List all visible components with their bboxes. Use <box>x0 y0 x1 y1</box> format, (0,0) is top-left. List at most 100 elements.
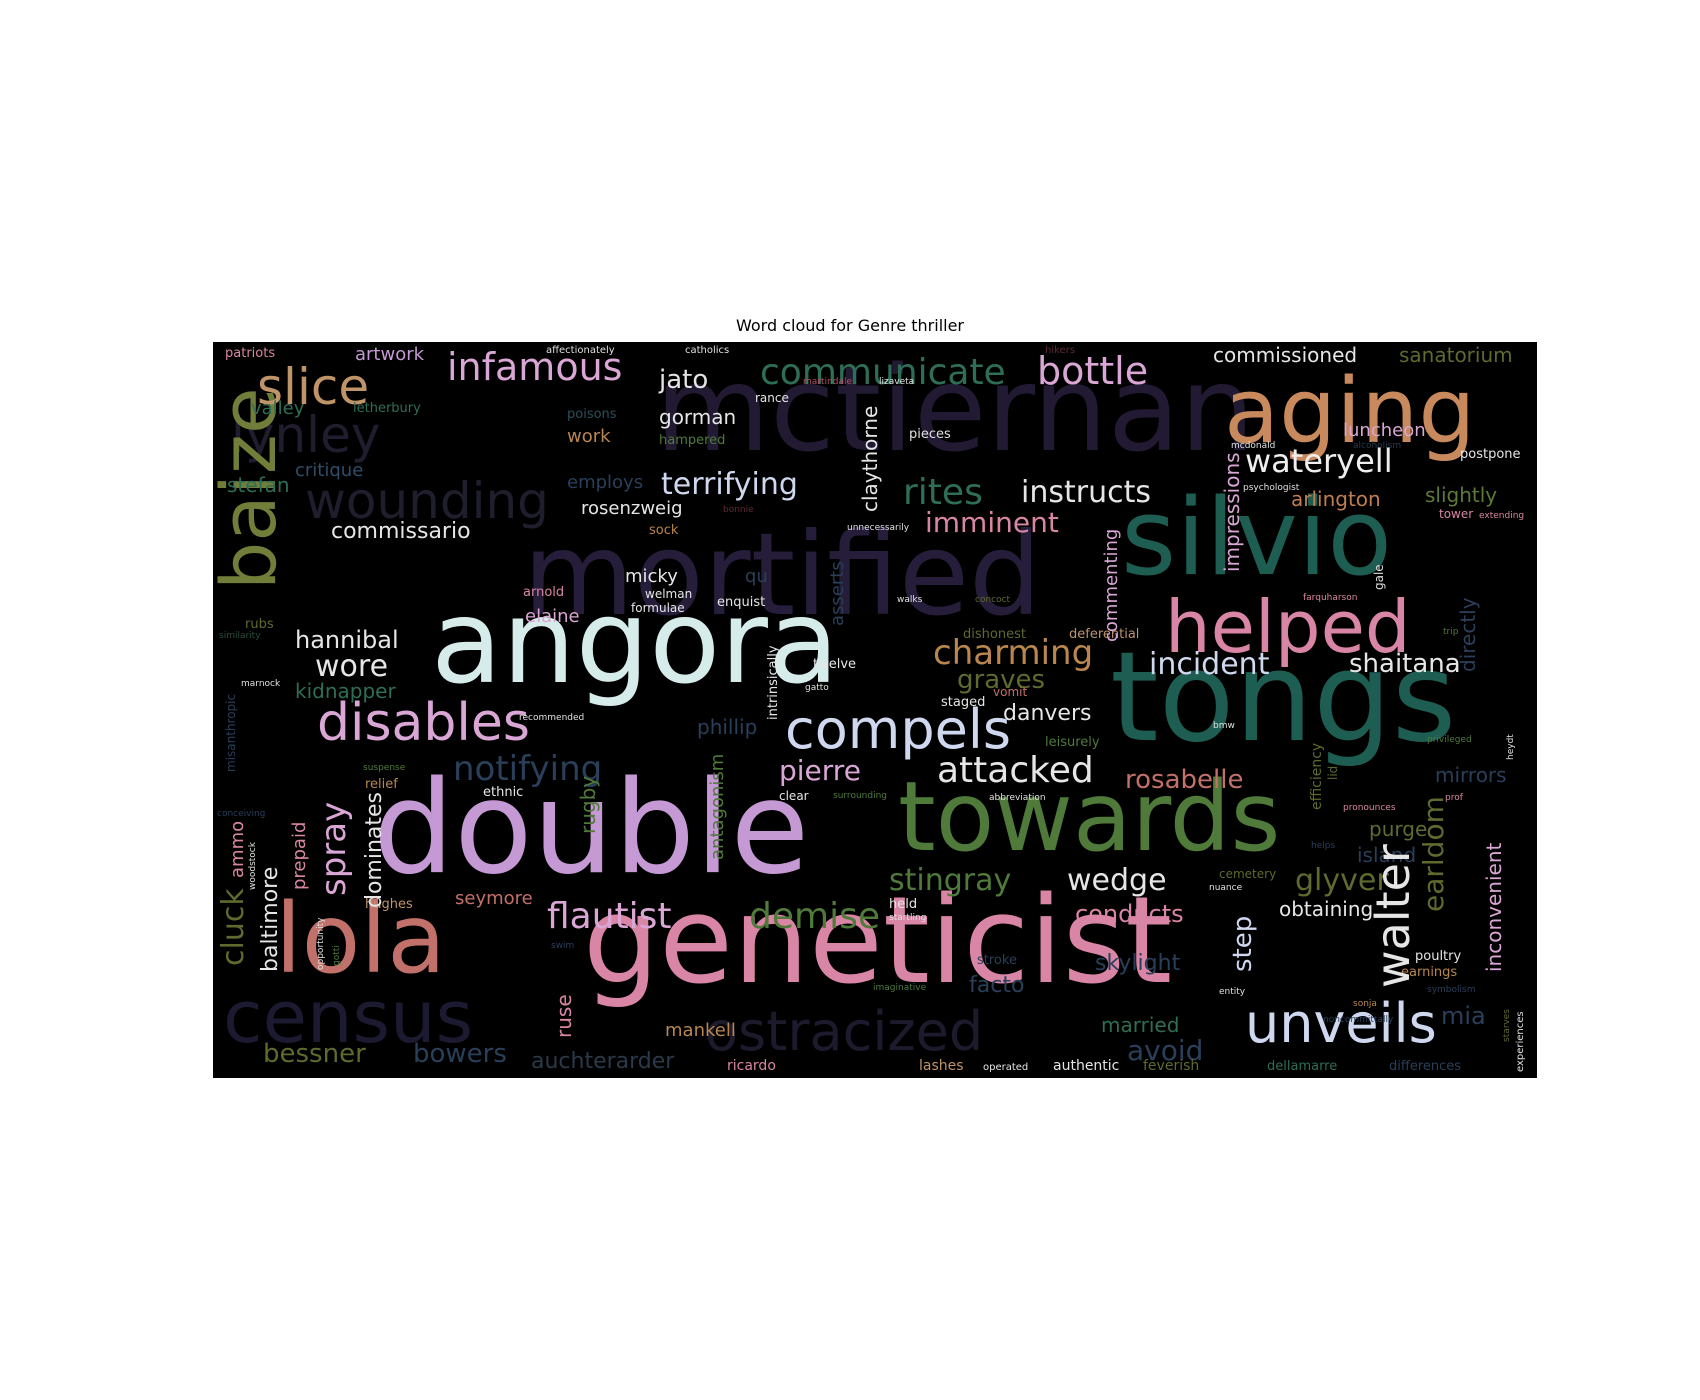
word-bonnie: bonnie <box>723 505 754 515</box>
word-stingray: stingray <box>889 863 1011 898</box>
word-disables: disables <box>317 693 530 753</box>
word-gorman: gorman <box>659 405 736 429</box>
word-rosenzweig: rosenzweig <box>581 498 683 519</box>
word-arnold: arnold <box>523 585 564 600</box>
word-opportunity: opportunity <box>316 917 326 970</box>
word-impressions: impressions <box>1220 452 1244 572</box>
word-mirrors: mirrors <box>1435 763 1507 787</box>
word-notifying: notifying <box>453 749 602 789</box>
word-flautist: flautist <box>547 896 672 937</box>
word-sonja: sonja <box>1353 999 1377 1009</box>
word-silvio: silvio <box>1121 476 1392 599</box>
word-bowers: bowers <box>413 1039 507 1069</box>
word-auchterarder: auchterarder <box>531 1049 675 1074</box>
word-commissario: commissario <box>331 519 471 544</box>
word-walter: walter <box>1366 844 1420 988</box>
word-catholics: catholics <box>685 345 729 356</box>
word-staged: staged <box>941 695 985 710</box>
word-hughes: hughes <box>365 897 413 912</box>
word-rugby: rugby <box>576 776 600 834</box>
word-held: held <box>889 897 917 912</box>
word-towards: towards <box>898 761 1280 873</box>
word-incident: incident <box>1149 647 1270 682</box>
word-asserts: asserts <box>827 561 848 626</box>
word-mctiernan: mctiernan <box>655 342 1255 478</box>
word-welman: welman <box>645 587 692 601</box>
word-claythorne: claythorne <box>858 406 882 512</box>
word-micky: micky <box>625 566 678 587</box>
word-mia: mia <box>1441 1002 1486 1030</box>
word-dellamarre: dellamarre <box>1267 1059 1337 1074</box>
word-phillip: phillip <box>697 715 757 739</box>
word-startling: startling <box>889 913 926 923</box>
word-hampered: hampered <box>659 433 725 448</box>
word-imaginative: imaginative <box>873 983 927 993</box>
word-gale: gale <box>1372 564 1386 590</box>
word-dishonest: dishonest <box>963 627 1026 642</box>
word-heydt: heydt <box>1506 734 1516 760</box>
word-purge: purge <box>1369 817 1427 841</box>
word-twelve: twelve <box>813 657 856 672</box>
word-mankell: mankell <box>665 1020 736 1041</box>
word-rites: rites <box>903 472 983 513</box>
word-rance: rance <box>755 391 789 405</box>
word-ricardo: ricardo <box>727 1058 776 1074</box>
word-feverish: feverish <box>1143 1058 1199 1074</box>
word-lynley: lynley <box>231 406 380 464</box>
word-poultry: poultry <box>1415 949 1461 964</box>
word-skylight: skylight <box>1095 951 1181 976</box>
word-pierre: pierre <box>779 754 861 787</box>
word-elaine: elaine <box>525 606 580 627</box>
word-bmw: bmw <box>1213 721 1235 731</box>
word-attacked: attacked <box>937 750 1094 791</box>
word-hikers: hikers <box>1045 345 1075 356</box>
word-martindale: martindale <box>803 377 852 387</box>
word-clear: clear <box>779 789 809 803</box>
word-facto: facto <box>969 973 1024 998</box>
word-work: work <box>567 426 611 447</box>
word-valley: valley <box>251 398 305 419</box>
word-extending: extending <box>1479 511 1524 521</box>
word-cloud: mctiernan mortified silvio angora tongs aging… <box>213 342 1537 1078</box>
word-compels: compels <box>785 698 1011 761</box>
word-danvers: danvers <box>1003 701 1091 726</box>
word-lid: lid <box>1326 766 1340 780</box>
word-formulae: formulae <box>631 601 685 615</box>
word-relief: relief <box>365 777 398 792</box>
word-qu: qu <box>745 566 768 587</box>
word-gatto: gatto <box>805 683 829 693</box>
word-cemetery: cemetery <box>1219 867 1276 881</box>
word-bottle: bottle <box>1037 349 1148 393</box>
word-earnings: earnings <box>1401 965 1457 980</box>
word-baltimore: baltimore <box>258 867 283 972</box>
word-communicate: communicate <box>760 352 1006 393</box>
word-suspense: suspense <box>363 763 406 773</box>
word-postpone: postpone <box>1460 447 1521 462</box>
word-affectionately: affectionately <box>546 345 615 356</box>
word-pieces: pieces <box>909 427 951 442</box>
word-terrifying: terrifying <box>661 467 798 502</box>
word-intrinsically: intrinsically <box>766 645 781 720</box>
word-geneticist: geneticist <box>583 872 1172 1011</box>
word-dominates: dominates <box>362 792 387 908</box>
word-abbreviation: abbreviation <box>989 793 1046 803</box>
word-commenting: commenting <box>1101 529 1122 642</box>
word-commissioned: commissioned <box>1213 343 1357 367</box>
chart-title: Word cloud for Genre thriller <box>736 316 964 335</box>
word-leisurely: leisurely <box>1045 735 1100 750</box>
word-conceiving: conceiving <box>217 809 265 819</box>
word-recommended: recommended <box>519 713 584 723</box>
word-entity: entity <box>1219 987 1246 997</box>
word-stroke: stroke <box>977 953 1017 968</box>
word-rosabelle: rosabelle <box>1125 765 1243 795</box>
word-tower: tower <box>1439 507 1473 521</box>
word-seymore: seymore <box>455 888 533 909</box>
word-wore: wore <box>315 649 388 684</box>
word-angora: angora <box>431 575 839 710</box>
word-deferential: deferential <box>1069 627 1139 642</box>
word-misanthropic: misanthropic <box>224 694 238 772</box>
word-obtaining: obtaining <box>1279 897 1373 921</box>
word-avoid: avoid <box>1127 1034 1203 1067</box>
word-earldom: earldom <box>1417 796 1450 912</box>
word-stefan: stefan <box>227 473 290 497</box>
